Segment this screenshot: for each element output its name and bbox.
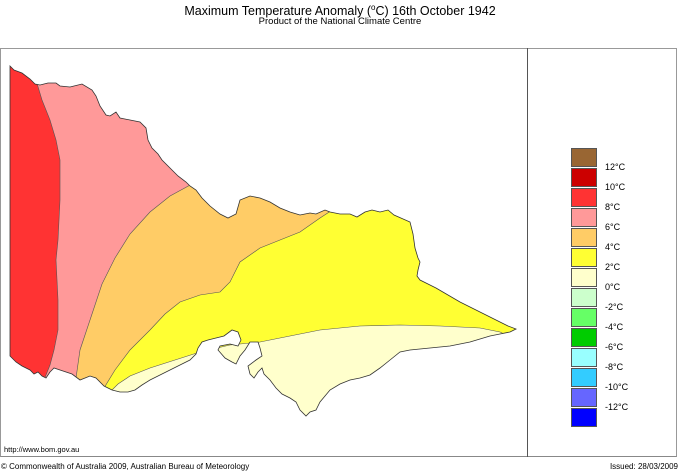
legend-divider — [527, 48, 528, 457]
legend-label-6: 6°C — [605, 222, 621, 232]
legend-swatch-orange — [571, 228, 597, 247]
legend-label-8: 8°C — [605, 202, 621, 212]
legend-swatch-red — [571, 188, 597, 207]
website-link[interactable]: http://www.bom.gov.au — [4, 445, 80, 454]
issued-date: Issued: 28/03/2009 — [609, 462, 678, 471]
legend-label-0: 0°C — [605, 282, 621, 292]
legend-swatch-pale-yellow — [571, 268, 597, 287]
legend-label-neg10: -10°C — [605, 382, 629, 392]
legend-swatch-dark-red — [571, 168, 597, 187]
victoria-anomaly-map — [9, 65, 517, 417]
legend-label-neg6: -6°C — [605, 342, 624, 352]
legend-swatch-brown — [571, 148, 597, 167]
legend-label-10: 10°C — [605, 182, 626, 192]
legend-label-neg8: -8°C — [605, 362, 624, 372]
legend-label-neg4: -4°C — [605, 322, 624, 332]
legend-swatch-pale-green — [571, 288, 597, 307]
map-title: Maximum Temperature Anomaly (oC) 16th Oc… — [0, 0, 680, 19]
legend-swatch-light-blue — [571, 388, 597, 407]
legend-swatch-yellow — [571, 248, 597, 267]
legend-label-4: 4°C — [605, 242, 621, 252]
anomaly-zones — [10, 66, 516, 416]
legend-label-12: 12°C — [605, 162, 626, 172]
legend-label-neg2: -2°C — [605, 302, 624, 312]
title-prefix: Maximum Temperature Anomaly ( — [184, 4, 371, 19]
zone-8-10 — [10, 66, 61, 401]
legend-swatch-blue — [571, 408, 597, 427]
copyright-notice: © Commonwealth of Australia 2009, Austra… — [1, 462, 250, 471]
legend-label-neg12: -12°C — [605, 402, 629, 412]
legend-swatch-pale-cyan — [571, 348, 597, 367]
map-frame — [0, 48, 677, 457]
map-subtitle: Product of the National Climate Centre — [258, 16, 422, 27]
legend-swatch-cyan — [571, 368, 597, 387]
legend-swatch-green — [571, 328, 597, 347]
degree-symbol: o — [370, 3, 376, 12]
legend-label-2: 2°C — [605, 262, 621, 272]
legend-swatch-pink — [571, 208, 597, 227]
title-suffix: C) 16th October 1942 — [375, 4, 496, 19]
legend-swatch-light-green — [571, 308, 597, 327]
